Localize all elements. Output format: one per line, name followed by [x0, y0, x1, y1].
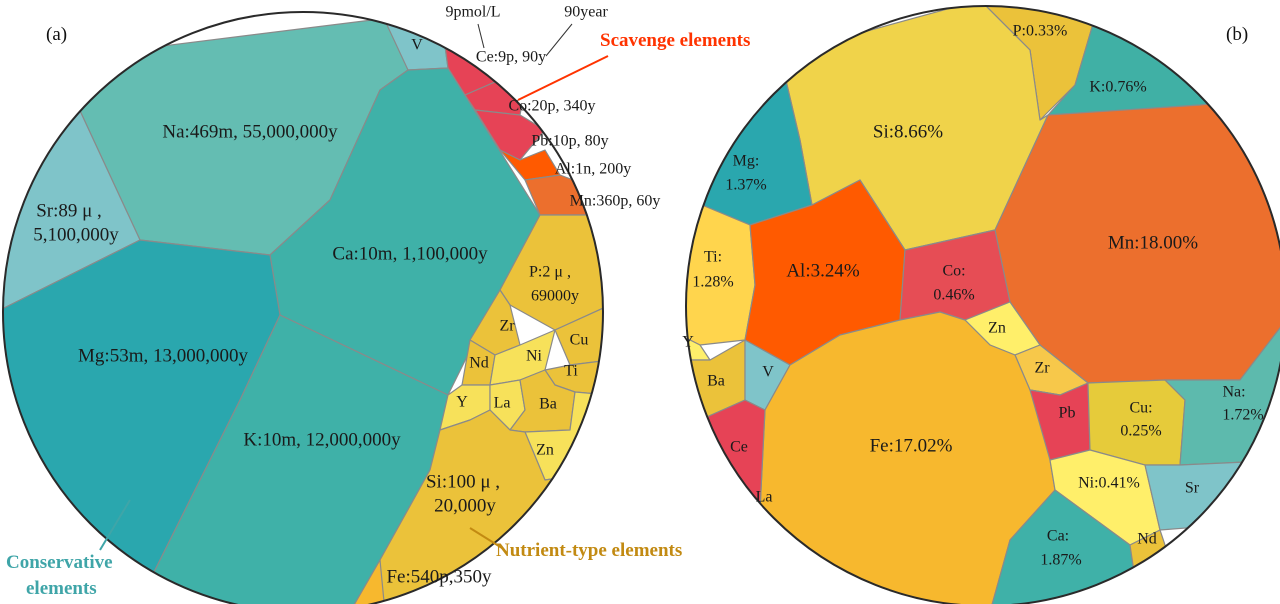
- label-b-y: Y: [682, 334, 694, 351]
- label-b-na-2: 1.72%: [1222, 407, 1263, 424]
- label-a-k: K:10m, 12,000,000y: [243, 429, 401, 450]
- label-a-co: Co:20p, 340y: [508, 98, 595, 115]
- label-b-al: Al:3.24%: [786, 260, 860, 281]
- label-b-nd: Nd: [1137, 531, 1157, 548]
- label-a-ce: Ce:9p, 90y: [476, 49, 546, 66]
- label-b-la: La: [756, 489, 773, 506]
- cell-a-cu: [554, 304, 603, 366]
- label-b-cu-2: 0.25%: [1120, 423, 1161, 440]
- annotation-concentration: 9pmol/L: [445, 4, 500, 21]
- label-a-al: Al:1n, 200y: [555, 161, 631, 178]
- category-conservative-pointer: [99, 499, 131, 551]
- category-conservative-2: elements: [26, 578, 97, 599]
- label-a-sr-1: Sr:89 μ ,: [36, 200, 102, 221]
- label-b-zr: Zr: [1034, 360, 1050, 377]
- label-a-p-1: P:2 μ ,: [529, 264, 571, 281]
- label-b-fe: Fe:17.02%: [870, 435, 953, 456]
- label-b-co-1: Co:: [942, 263, 965, 280]
- panel-b-circle: [685, 5, 1280, 604]
- label-a-si-2: 20,000y: [434, 495, 496, 516]
- category-scavenge-pointer: [517, 55, 609, 101]
- label-a-sr-2: 5,100,000y: [33, 224, 119, 245]
- panel-a-circle: [2, 11, 604, 604]
- cell-b-ti: [686, 199, 756, 346]
- cell-b-k: [1047, 6, 1280, 116]
- label-a-na: Na:469m, 55,000,000y: [162, 121, 338, 142]
- label-a-y: Y: [456, 394, 468, 411]
- label-a-ca: Ca:10m, 1,100,000y: [332, 243, 488, 264]
- label-b-ca-2: 1.87%: [1040, 552, 1081, 569]
- label-b-zn: Zn: [988, 320, 1006, 337]
- label-a-si-1: Si:100 μ ,: [426, 471, 500, 492]
- label-b-na-1: Na:: [1222, 384, 1245, 401]
- label-b-mn: Mn:18.00%: [1108, 232, 1198, 253]
- category-conservative-1: Conservative: [6, 552, 113, 573]
- label-a-mn: Mn:360p, 60y: [570, 193, 661, 210]
- label-a-cu: Cu: [570, 332, 589, 349]
- label-b-mg-2: 1.37%: [725, 177, 766, 194]
- annotation-concentration-pointer: [477, 23, 485, 49]
- label-a-zr: Zr: [499, 318, 515, 335]
- label-a-zn: Zn: [536, 442, 554, 459]
- label-b-v: V: [762, 364, 774, 381]
- label-b-ti-2: 1.28%: [692, 274, 733, 291]
- label-a-v: V: [411, 37, 423, 54]
- annotation-residence: 90year: [564, 4, 608, 21]
- panel-b-label: (b): [1226, 24, 1248, 45]
- cell-b-na: [1164, 314, 1280, 466]
- label-a-p-2: 69000y: [531, 288, 579, 305]
- annotation-residence-pointer: [545, 23, 573, 57]
- label-b-k: K:0.76%: [1089, 79, 1146, 96]
- label-a-pb: Pb:10p, 80y: [531, 133, 608, 150]
- cell-a-al: [499, 149, 561, 181]
- label-a-ti: Ti: [564, 363, 578, 380]
- category-nutrient-pointer: [469, 527, 503, 549]
- cell-a-pb: [474, 109, 546, 161]
- label-b-ti-1: Ti:: [704, 249, 722, 266]
- label-b-ni: Ni:0.41%: [1078, 475, 1140, 492]
- label-a-nd: Nd: [469, 355, 489, 372]
- label-a-fe: Fe:540p,350y: [386, 566, 492, 587]
- category-nutrient: Nutrient-type elements: [496, 540, 682, 561]
- label-b-ce: Ce: [730, 439, 748, 456]
- label-a-mg: Mg:53m, 13,000,000y: [78, 345, 248, 366]
- label-a-ni: Ni: [526, 348, 543, 365]
- cell-a-fe: [349, 559, 386, 604]
- label-b-ba: Ba: [707, 373, 725, 390]
- cell-b-sr: [1144, 459, 1280, 531]
- label-a-la: La: [494, 395, 511, 412]
- label-b-co-2: 0.46%: [933, 287, 974, 304]
- label-b-p: P:0.33%: [1013, 23, 1068, 40]
- label-b-ca-1: Ca:: [1047, 528, 1069, 545]
- label-a-ba: Ba: [539, 396, 557, 413]
- label-b-sr: Sr: [1185, 480, 1200, 497]
- label-b-si: Si:8.66%: [873, 121, 943, 142]
- panel-a-label: (a): [46, 24, 67, 45]
- label-b-cu-1: Cu:: [1129, 400, 1152, 417]
- label-b-mg-1: Mg:: [733, 153, 760, 170]
- label-b-pb: Pb: [1059, 405, 1076, 422]
- category-scavenge: Scavenge elements: [600, 30, 750, 51]
